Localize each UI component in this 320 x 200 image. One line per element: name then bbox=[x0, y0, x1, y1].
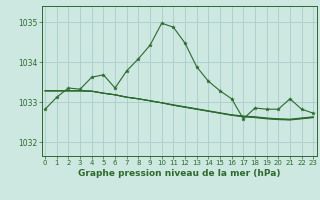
X-axis label: Graphe pression niveau de la mer (hPa): Graphe pression niveau de la mer (hPa) bbox=[78, 169, 280, 178]
